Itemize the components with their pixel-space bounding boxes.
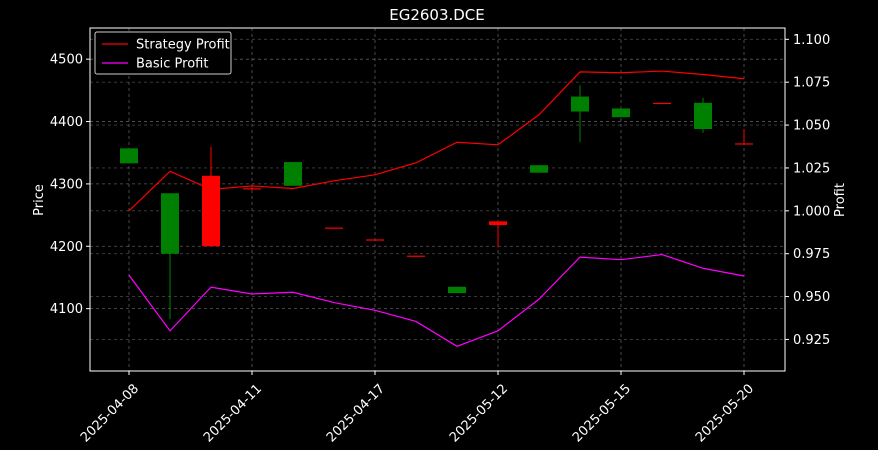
y-right-tick-label: 0.925 [793, 333, 830, 348]
candle-body [366, 239, 384, 241]
candle-body [530, 165, 548, 173]
plot-frame [89, 27, 786, 372]
candle-body [243, 188, 261, 190]
y-axis-right-label: Profit [833, 183, 848, 217]
candle-body [653, 102, 671, 105]
candle-body [407, 255, 425, 257]
legend-label-strategy-profit: Strategy Profit [136, 38, 230, 53]
y-left-tick-label: 4400 [50, 115, 83, 130]
y-right-tick-label: 1.000 [793, 204, 830, 219]
candle-body [284, 162, 302, 186]
chart-title: EG2603.DCE [389, 6, 485, 24]
y-right-tick-label: 0.950 [793, 290, 830, 305]
y-left-tick-label: 4300 [50, 177, 83, 192]
candles [120, 85, 753, 320]
candle-body [694, 102, 712, 130]
legend-box [94, 31, 232, 75]
candle-body [489, 221, 507, 226]
y-left-tick-label: 4200 [50, 240, 83, 255]
legend: Strategy Profit Basic Profit [94, 31, 232, 75]
candle-body [735, 143, 753, 145]
candle-body [448, 286, 466, 294]
y-right-tick-label: 1.025 [793, 161, 830, 176]
candle-body [612, 108, 630, 118]
legend-label-basic-profit: Basic Profit [136, 57, 208, 72]
series-line-strategy-profit [128, 70, 745, 212]
candle-body [325, 227, 343, 229]
y-right-tick-label: 1.100 [793, 33, 830, 48]
profit-lines [128, 70, 745, 347]
y-left-tick-label: 4500 [50, 53, 83, 68]
candle-body [202, 175, 220, 247]
y-right-tick-label: 1.050 [793, 119, 830, 134]
candle-body [161, 193, 179, 254]
y-right-tick-label: 1.075 [793, 76, 830, 91]
candle-body [571, 96, 589, 112]
series-line-basic-profit [128, 253, 745, 347]
y-left-tick-label: 4100 [50, 302, 83, 317]
y-axis-left-label: Price [32, 184, 47, 216]
candle-body [120, 148, 138, 164]
y-right-tick-label: 0.975 [793, 247, 830, 262]
